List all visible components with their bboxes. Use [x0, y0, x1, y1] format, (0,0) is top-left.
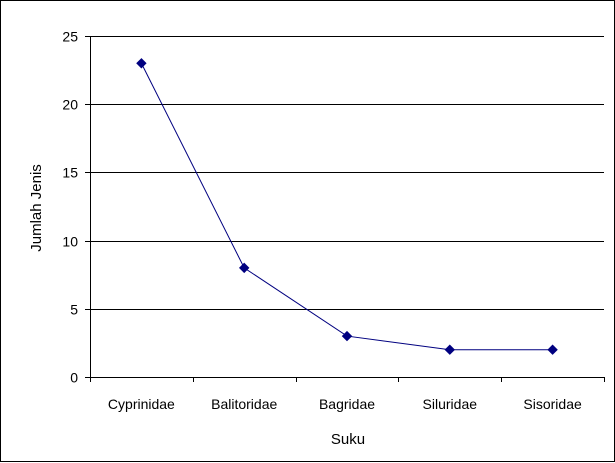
data-point-marker — [136, 58, 147, 69]
data-point-marker — [444, 344, 456, 355]
x-tick-label: Cyprinidae — [108, 396, 175, 412]
y-axis-title: Jumlah Jenis — [28, 164, 45, 252]
gridlines — [90, 36, 604, 310]
y-tick-labels: 0 5 10 15 20 25 — [62, 29, 78, 386]
y-tick-label: 5 — [70, 302, 78, 318]
x-axis-title: Suku — [331, 431, 365, 448]
axes — [85, 36, 605, 382]
y-tick-label: 10 — [62, 234, 78, 250]
series-line — [140, 63, 553, 351]
x-tick-label: Bagridae — [319, 396, 375, 412]
x-tick-label: Siluridae — [423, 396, 478, 412]
data-series — [136, 58, 558, 355]
data-point-marker — [238, 262, 250, 274]
data-point-marker — [341, 330, 353, 342]
data-point-marker — [547, 344, 558, 355]
x-tick-labels: Cyprinidae Balitoridae Bagridae Siluridae Si… — [108, 396, 582, 412]
y-tick-label: 0 — [70, 370, 78, 386]
x-tick-label: Balitoridae — [211, 396, 277, 412]
y-tick-label: 15 — [62, 165, 78, 181]
y-tick-label: 20 — [62, 97, 78, 113]
y-tick-label: 25 — [62, 29, 78, 45]
x-tick-label: Sisoridae — [523, 396, 582, 412]
